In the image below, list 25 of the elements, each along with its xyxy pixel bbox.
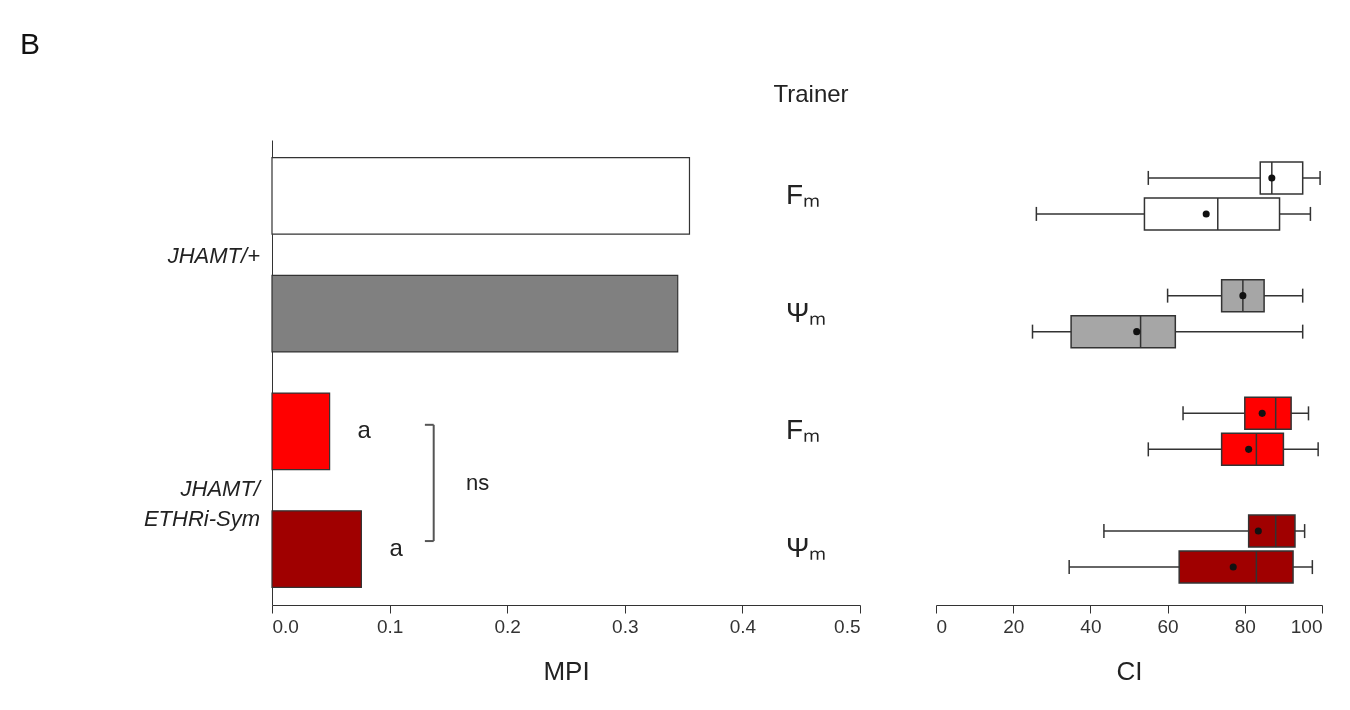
y-tick-label: Fₘ	[786, 178, 821, 210]
x-tick-label: 0.0	[272, 615, 299, 637]
x-tick-label: 0.4	[729, 615, 757, 637]
y-axis-title: Trainer	[773, 80, 849, 107]
x-tick-label: 40	[1080, 615, 1102, 637]
data-label: a	[389, 534, 404, 562]
x-axis-title: MPI	[543, 655, 590, 686]
y-tick-label: Fₘ	[786, 414, 821, 446]
x-tick-label: 0	[936, 615, 948, 637]
y-tick-label: Ψₘ	[786, 296, 827, 328]
x-tick-label: 0.5	[834, 615, 861, 637]
x-tick-label: 80	[1234, 615, 1256, 637]
annotation: ns	[466, 469, 490, 495]
text: JHAMT/ ETHRi-Sym	[143, 475, 262, 531]
x-tick-label: 0.2	[494, 615, 521, 637]
data-label: a	[357, 416, 372, 444]
x-tick-label: 100	[1290, 615, 1323, 637]
x-tick-label: 20	[1003, 615, 1025, 637]
y-tick-label: Ψₘ	[786, 532, 827, 564]
x-tick-label: 60	[1157, 615, 1179, 637]
x-axis-title: CI	[1116, 655, 1143, 686]
x-tick-label: 0.3	[612, 615, 639, 637]
text: JHAMT/+	[166, 243, 261, 269]
text: B	[20, 27, 41, 60]
x-tick-label: 0.1	[376, 615, 404, 637]
